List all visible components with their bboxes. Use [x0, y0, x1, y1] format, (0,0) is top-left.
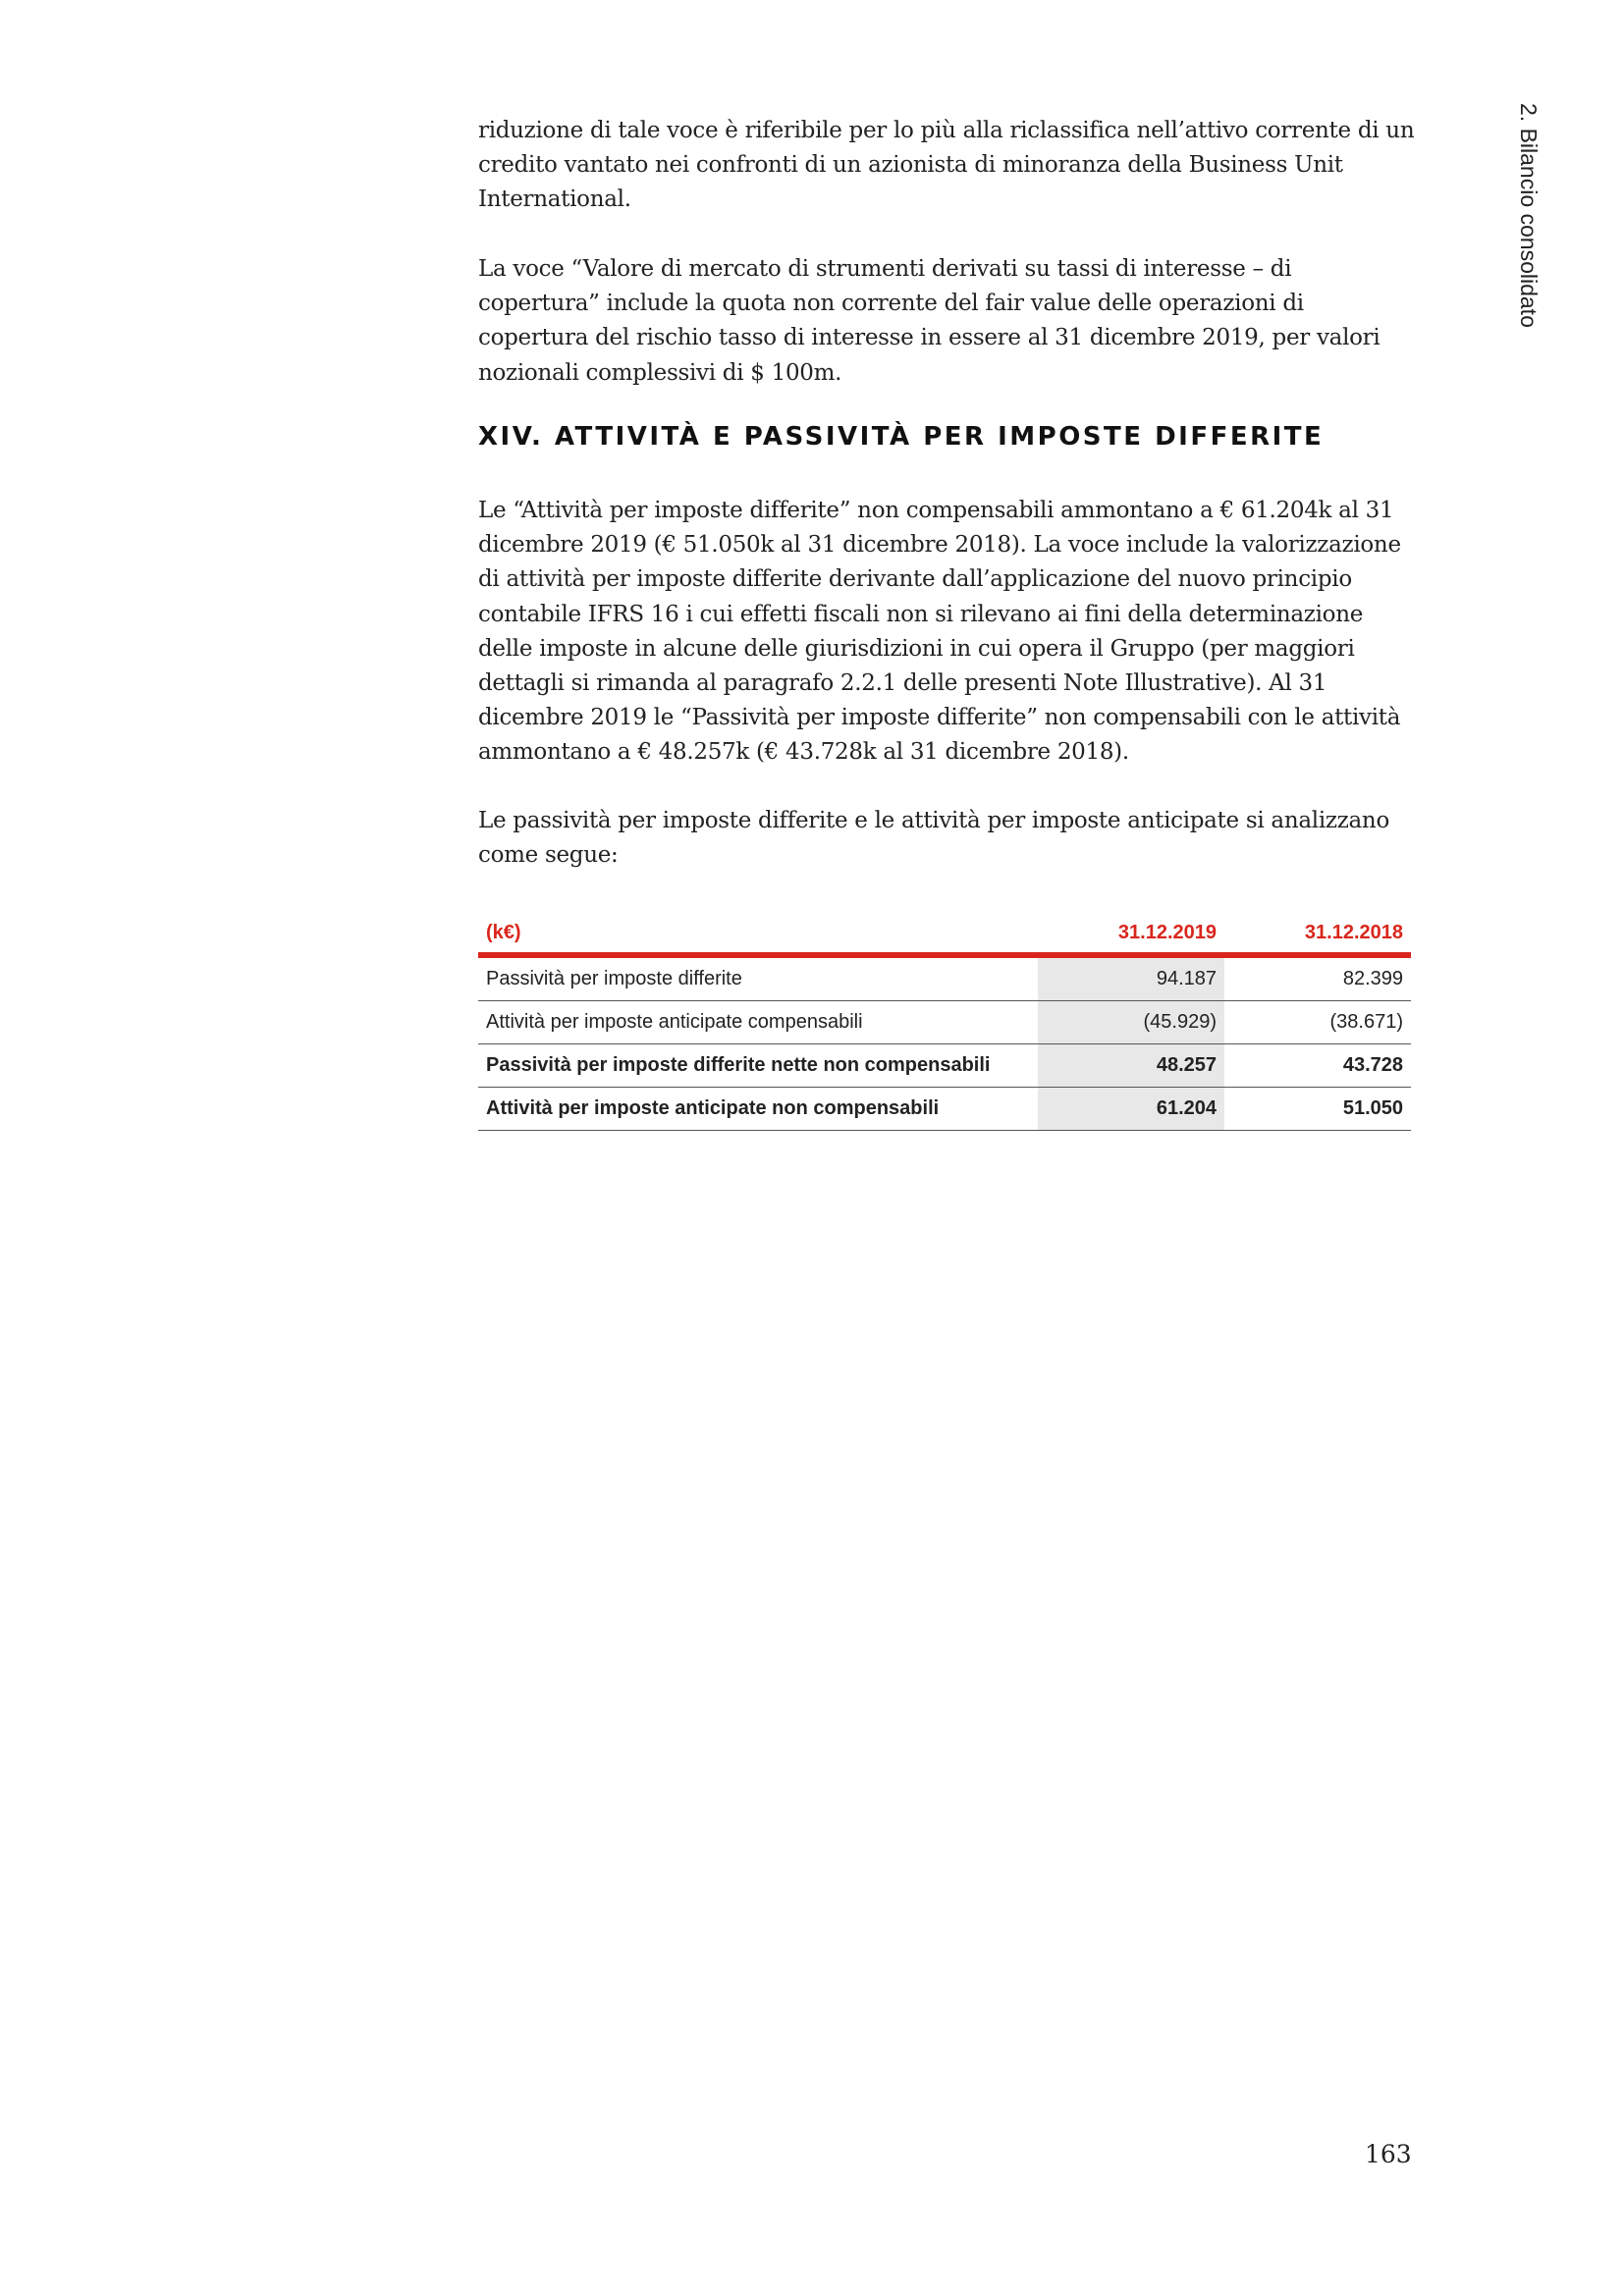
row-label: Passività per imposte differite — [478, 955, 1038, 1001]
table-row: Passività per imposte differite 94.187 8… — [478, 955, 1411, 1001]
row-label: Passività per imposte differite nette no… — [478, 1043, 1038, 1088]
value-2018: (38.671) — [1224, 1000, 1411, 1044]
value-2018: 82.399 — [1224, 955, 1411, 1001]
value-2019: 94.187 — [1038, 955, 1224, 1001]
paragraph-deferred-taxes: Le “Attività per imposte differite” non … — [478, 498, 1401, 766]
header-2018: 31.12.2018 — [1224, 913, 1411, 958]
value-2019: 48.257 — [1038, 1043, 1224, 1088]
header-2019: 31.12.2019 — [1038, 913, 1224, 958]
row-label: Attività per imposte anticipate compensa… — [478, 1000, 1038, 1044]
deferred-taxes-table: (k€) 31.12.2019 31.12.2018 Passività per… — [478, 913, 1411, 1131]
paragraph-intro: riduzione di tale voce è riferibile per … — [478, 118, 1415, 213]
table-row: Attività per imposte anticipate compensa… — [478, 1000, 1411, 1044]
value-2019: (45.929) — [1038, 1000, 1224, 1044]
section-title: XIV. ATTIVITÀ E PASSIVITÀ PER IMPOSTE DI… — [478, 422, 1325, 452]
table-row: Attività per imposte anticipate non comp… — [478, 1087, 1411, 1131]
value-2018: 43.728 — [1224, 1043, 1411, 1088]
table-row: Passività per imposte differite nette no… — [478, 1043, 1411, 1088]
header-unit: (k€) — [478, 913, 1038, 958]
value-2018: 51.050 — [1224, 1087, 1411, 1131]
page-number: 163 — [1365, 2140, 1412, 2168]
table-header-row: (k€) 31.12.2019 31.12.2018 — [478, 913, 1411, 958]
section-side-header: 2. Bilancio consolidato — [1516, 103, 1542, 328]
row-label: Attività per imposte anticipate non comp… — [478, 1087, 1038, 1131]
paragraph-table-intro: Le passività per imposte differite e le … — [478, 808, 1389, 869]
paragraph-derivatives: La voce “Valore di mercato di strumenti … — [478, 256, 1380, 386]
value-2019: 61.204 — [1038, 1087, 1224, 1131]
